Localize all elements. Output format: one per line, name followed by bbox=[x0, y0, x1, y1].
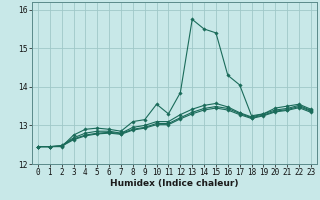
X-axis label: Humidex (Indice chaleur): Humidex (Indice chaleur) bbox=[110, 179, 239, 188]
